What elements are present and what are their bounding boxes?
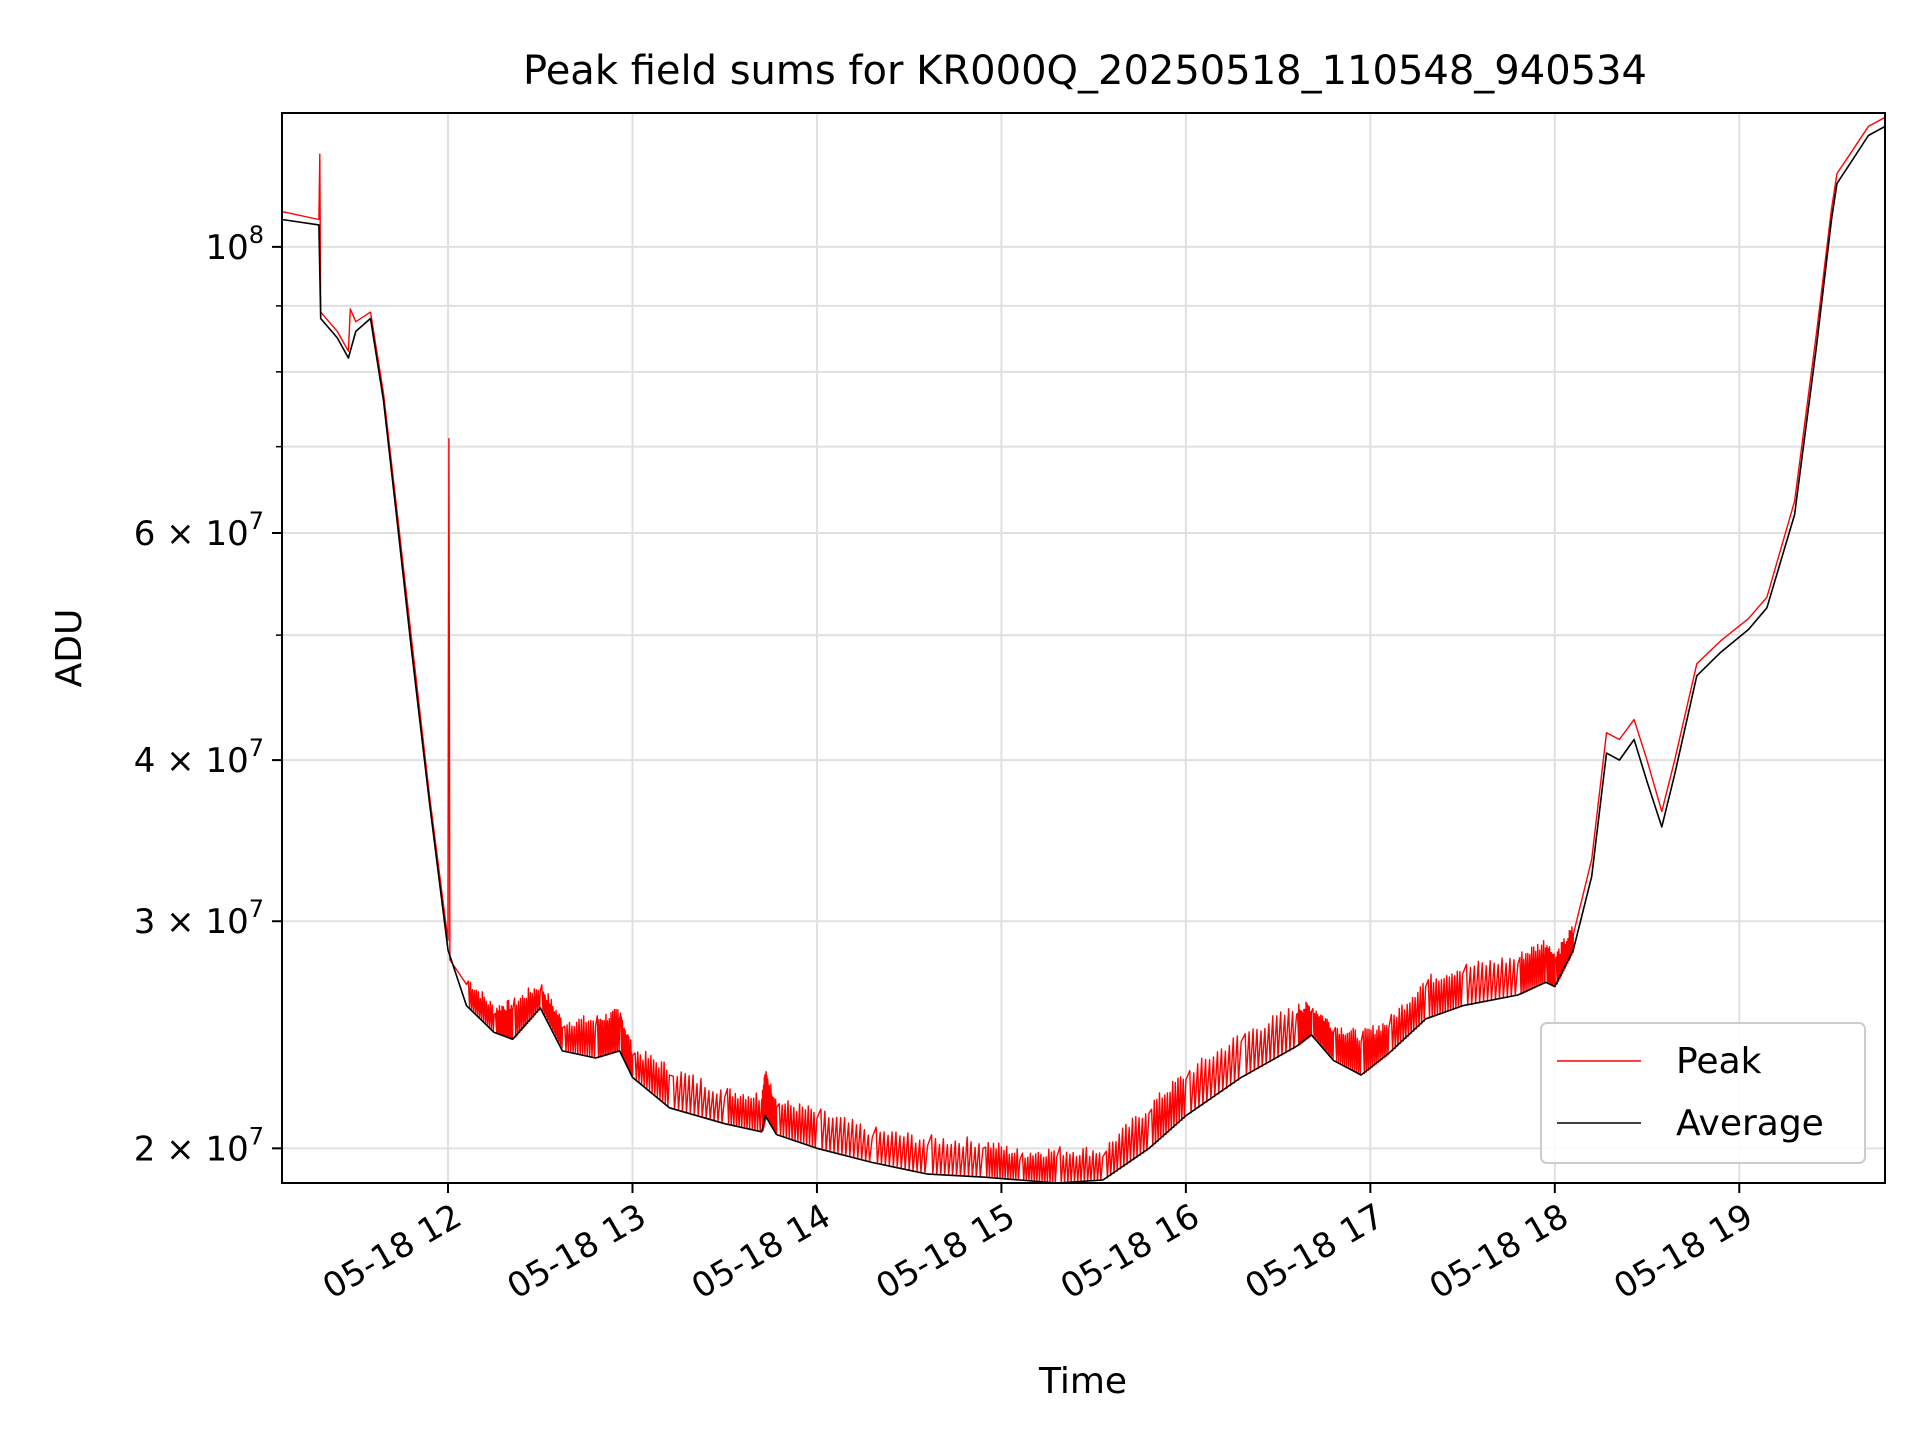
x-axis-label: Time — [1038, 1361, 1127, 1402]
y-tick-label: 2 × 107 — [134, 1122, 264, 1169]
y-tick-base: 10 — [205, 228, 248, 268]
series-line-average — [281, 125, 1886, 1184]
y-tick-exponent: 8 — [249, 221, 264, 249]
series-layer — [281, 116, 1886, 1184]
series-line-peak — [281, 116, 1886, 1184]
y-tick-label: 108 — [205, 221, 264, 268]
y-tick-exponent: 7 — [249, 895, 264, 923]
y-tick-base: 3 × 10 — [134, 902, 249, 942]
y-tick-exponent: 7 — [249, 507, 264, 535]
y-tick-base: 6 × 10 — [134, 514, 249, 554]
plot-frame — [281, 112, 1886, 1184]
y-tick-base: 2 × 10 — [134, 1129, 249, 1169]
legend-label-average: Average — [1676, 1103, 1824, 1144]
legend-label-peak: Peak — [1676, 1041, 1762, 1082]
y-tick-label: 6 × 107 — [134, 507, 264, 554]
chart-title: Peak field sums for KR000Q_20250518_1105… — [523, 48, 1647, 94]
legend-box — [1540, 1022, 1866, 1164]
y-tick-exponent: 7 — [249, 734, 264, 762]
y-tick-exponent: 7 — [249, 1122, 264, 1150]
y-tick-base: 4 × 10 — [134, 741, 249, 781]
y-tick-label: 3 × 107 — [134, 895, 264, 942]
y-tick-label: 4 × 107 — [134, 734, 264, 781]
y-axis-label: ADU — [49, 609, 90, 688]
legend: Peak Average — [1540, 1022, 1866, 1164]
